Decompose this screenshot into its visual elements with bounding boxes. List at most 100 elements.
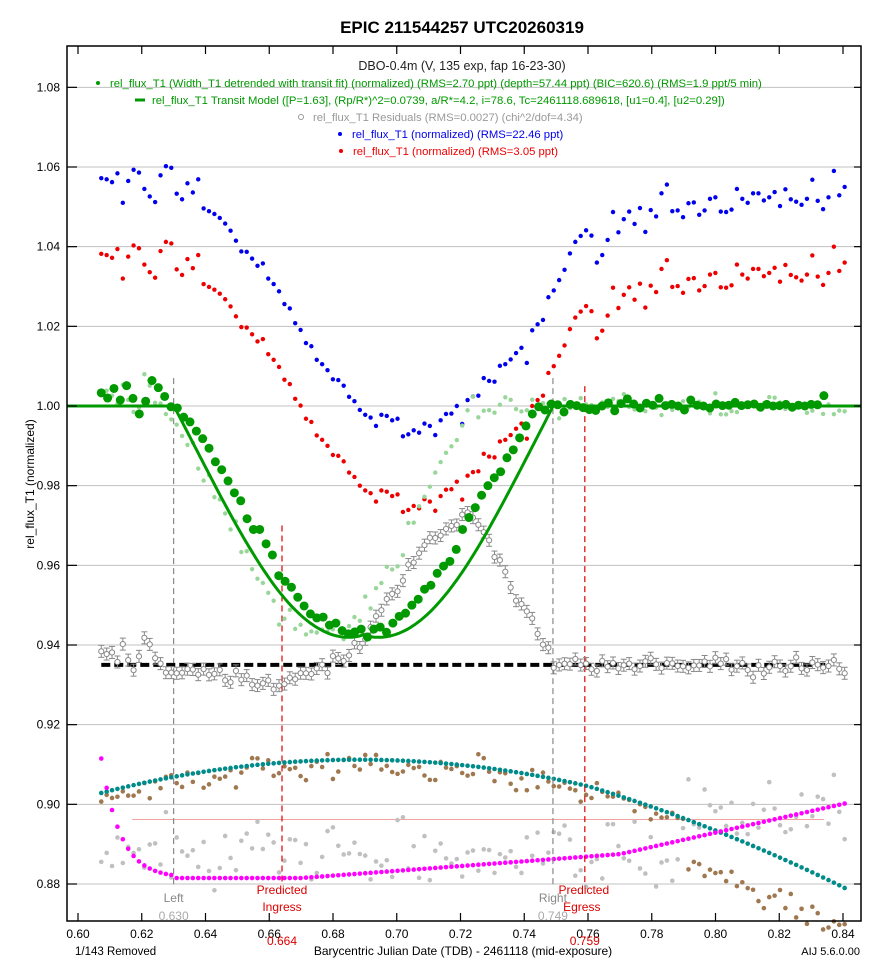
magenta-point (233, 875, 239, 881)
blue-point (621, 216, 626, 222)
residual-point (814, 658, 821, 672)
green-binned-point (813, 400, 823, 410)
residual-marker (512, 597, 520, 604)
residual-marker (631, 666, 638, 673)
green-raw-point (524, 408, 530, 413)
gray-point (831, 772, 837, 778)
x-tick-label: 0.64 (194, 927, 218, 941)
residual-point (114, 655, 121, 669)
green-binned-point (318, 612, 328, 622)
blue-point (600, 252, 605, 258)
residual-point (415, 546, 423, 560)
magenta-point (546, 857, 551, 862)
blue-point (147, 194, 152, 199)
green-binned-point (242, 514, 252, 524)
magenta-point (626, 849, 632, 855)
x-tick-label: 0.60 (66, 927, 90, 941)
teal-point (578, 782, 584, 787)
green-raw-point (169, 417, 174, 422)
green-raw-point (142, 372, 147, 377)
red-point (750, 266, 756, 272)
green-binned-point (179, 412, 189, 422)
red-point (341, 459, 346, 464)
gray-point (680, 825, 686, 831)
brown-point (761, 905, 767, 911)
gray-point (185, 853, 190, 859)
residual-point (222, 673, 229, 687)
residual-marker (690, 662, 697, 669)
red-point (99, 251, 104, 257)
red-point (427, 499, 433, 504)
brown-point (179, 784, 185, 790)
brown-point (136, 789, 142, 794)
teal-point (104, 789, 109, 794)
green-raw-point (481, 408, 486, 413)
brown-point (842, 921, 847, 927)
red-point (842, 260, 847, 265)
residual-marker (345, 652, 353, 659)
residual-point (701, 654, 708, 668)
residual-point (232, 664, 240, 678)
blue-point (260, 261, 266, 266)
gray-point (653, 884, 659, 889)
residual-marker (410, 559, 417, 566)
teal-point (799, 865, 804, 870)
residual-marker (184, 666, 191, 673)
x-tick-label: 0.84 (831, 927, 855, 941)
residual-marker (249, 681, 256, 688)
red-point (185, 256, 190, 262)
magenta-point (406, 867, 411, 873)
gray-point (508, 848, 513, 854)
brown-point (465, 773, 470, 778)
magenta-point (125, 846, 131, 852)
gray-point (389, 874, 395, 880)
residual-point (534, 627, 541, 641)
residual-marker (626, 660, 633, 667)
gray-point (707, 802, 713, 808)
red-point (443, 487, 449, 492)
brown-point (546, 779, 551, 784)
magenta-point (400, 868, 406, 873)
brown-point (368, 761, 373, 767)
teal-point (163, 776, 169, 781)
magenta-point (395, 868, 400, 874)
blue-point (643, 229, 648, 235)
gray-point (319, 854, 325, 860)
brown-point (362, 752, 368, 758)
green-raw-point (465, 408, 470, 413)
brown-point (653, 811, 659, 816)
legend: DBO-0.4m (V, 135 exp, fap 16-23-30) rel_f… (96, 59, 762, 158)
magenta-point (298, 875, 303, 881)
magenta-point (610, 852, 616, 857)
residual-marker (663, 660, 670, 667)
green-binned-point (515, 433, 525, 443)
blue-point (616, 230, 621, 235)
gray-point (713, 808, 718, 814)
teal-point (179, 773, 185, 778)
red-point (120, 276, 126, 281)
magenta-point (686, 836, 691, 842)
residual-point (518, 597, 525, 611)
magenta-point (573, 855, 578, 860)
green-binned-point (280, 576, 290, 586)
green-raw-point (459, 423, 465, 428)
blue-point (481, 375, 486, 381)
gray-point (325, 828, 330, 834)
residual-point (636, 659, 644, 673)
magenta-point (502, 860, 508, 866)
residual-marker (820, 664, 827, 671)
teal-point (669, 811, 675, 817)
teal-point (233, 764, 239, 770)
red-point (346, 470, 352, 475)
brown-point (459, 770, 465, 776)
brown-point (551, 783, 557, 789)
red-point (486, 454, 492, 459)
green-binned-point (432, 568, 442, 578)
brown-point (265, 758, 271, 763)
marker-label-egress: Predicted (558, 883, 609, 897)
gray-point (696, 825, 702, 830)
brown-point (271, 773, 276, 779)
residual-marker (340, 657, 347, 665)
marker-label-right: Right (539, 891, 568, 905)
brown-point (432, 777, 438, 783)
